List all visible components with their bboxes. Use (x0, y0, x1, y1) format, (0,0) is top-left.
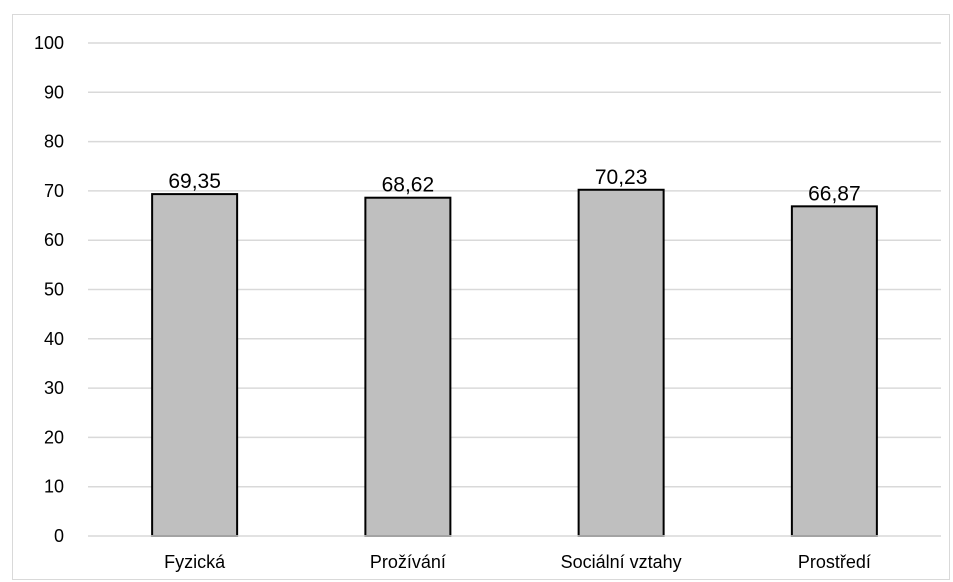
y-tick-label: 90 (44, 82, 64, 102)
y-tick-label: 30 (44, 378, 64, 398)
data-label: 70,23 (595, 166, 648, 189)
bar (790, 205, 878, 537)
bar (577, 188, 665, 537)
data-label: 66,87 (808, 182, 861, 205)
y-tick-label: 20 (44, 427, 64, 447)
y-tick-label: 70 (44, 181, 64, 201)
y-tick-label: 0 (54, 526, 64, 546)
data-labels: 69,35 68,62 70,23 66,87 (168, 166, 860, 206)
y-tick-label: 80 (44, 132, 64, 152)
bars (151, 188, 878, 538)
bar (364, 196, 452, 537)
y-tick-label: 10 (44, 477, 64, 497)
data-label: 69,35 (168, 170, 221, 193)
bar (151, 193, 239, 538)
y-tick-label: 50 (44, 280, 64, 300)
y-tick-label: 60 (44, 230, 64, 250)
x-tick-label: Fyzická (164, 552, 226, 572)
y-axis-ticks: 0 10 20 30 40 50 60 70 80 90 100 (34, 33, 64, 546)
category-labels: Fyzická Prožívání Sociální vztahy Prostředí (164, 552, 871, 572)
data-label: 68,62 (382, 174, 435, 197)
y-tick-label: 100 (34, 33, 64, 53)
y-tick-label: 40 (44, 329, 64, 349)
x-tick-label: Prostředí (798, 552, 871, 572)
x-tick-label: Sociální vztahy (561, 552, 682, 572)
x-tick-label: Prožívání (370, 552, 446, 572)
